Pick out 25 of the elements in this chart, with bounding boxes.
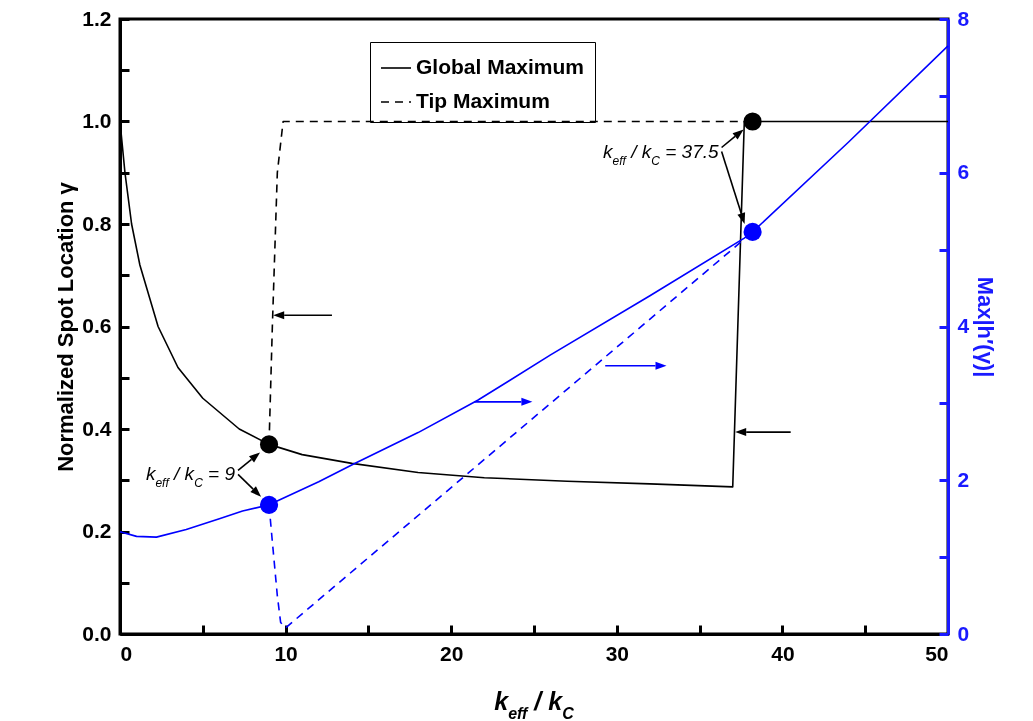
- x-tick-label: 40: [771, 641, 795, 665]
- annotation: k$_{eff}$ / k$_{C}$ = 9: [145, 463, 236, 491]
- y-tick-label: 1.2: [82, 6, 112, 30]
- y2-tick-label: 0: [957, 621, 970, 645]
- y2-tick-label: 8: [957, 6, 970, 30]
- x-tick-label: 50: [925, 641, 949, 665]
- x-axis-title: k$_{eff}$ / k$_{C}$: [494, 687, 575, 721]
- y-tick-label: 1.0: [82, 109, 112, 132]
- x-tick-label: 10: [274, 641, 298, 665]
- x-tick-label: 0: [120, 641, 133, 665]
- x-tick-label: 30: [605, 641, 629, 665]
- y-tick-label: 0.6: [82, 314, 112, 337]
- y2-axis-title: Max|h′(γ)|: [973, 276, 999, 378]
- y-tick-label: 0.2: [82, 519, 112, 542]
- x-tick-label: 20: [440, 641, 464, 665]
- y-tick-label: 0.0: [82, 621, 112, 645]
- y2-tick-label: 6: [957, 160, 970, 184]
- y-tick-label: 0.8: [82, 211, 112, 235]
- y2-tick-label: 2: [957, 467, 970, 491]
- annotation: k$_{eff}$ / k$_{C}$ = 37.5: [603, 140, 720, 168]
- legend-label: Tip Maximum: [416, 89, 550, 112]
- y-tick-label: 0.4: [82, 416, 112, 440]
- legend-label: Global Maximum: [416, 55, 585, 78]
- y2-tick-label: 4: [957, 314, 970, 337]
- y-axis-title: Normalized Spot Location γ: [53, 181, 79, 472]
